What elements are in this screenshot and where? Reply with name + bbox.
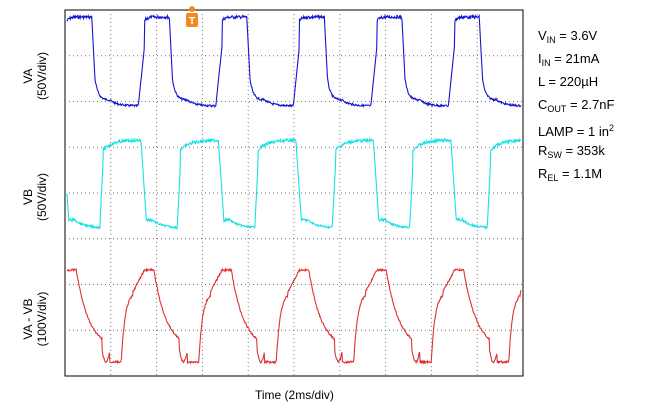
ann-rsw: RSW = 353k: [538, 143, 605, 160]
y-label-vavb-scale: (100V/div): [35, 291, 49, 347]
trace-va: [66, 13, 522, 108]
ann-vin: VIN = 3.6V: [538, 28, 598, 45]
y-label-va-name: VA: [21, 68, 35, 84]
ann-cout: COUT = 2.7nF: [538, 97, 615, 114]
y-label-vb-name: VB: [21, 189, 35, 206]
traces: [66, 13, 522, 365]
grid: [65, 10, 523, 376]
y-label-vavb-name: VA - VB: [21, 298, 35, 340]
trigger-marker: T: [186, 6, 198, 27]
ann-iin: IIN = 21mA: [538, 51, 600, 68]
x-axis-label: Time (2ms/div): [255, 388, 334, 402]
trigger-label: T: [189, 16, 195, 27]
ann-lamp: LAMP = 1 in2: [538, 123, 614, 139]
ann-l: L = 220µH: [538, 74, 599, 89]
y-label-vb-scale: (50V/div): [35, 172, 49, 222]
y-label-va-scale: (50V/div): [35, 51, 49, 101]
trace-vb: [66, 136, 522, 231]
y-label-va: VA (50V/div): [21, 21, 49, 131]
y-label-vavb: VA - VB (100V/div): [21, 264, 49, 374]
trace-va-vb: [67, 267, 522, 365]
y-label-vb: VB (50V/div): [21, 142, 49, 252]
ann-rel: REL = 1.1M: [538, 166, 603, 183]
